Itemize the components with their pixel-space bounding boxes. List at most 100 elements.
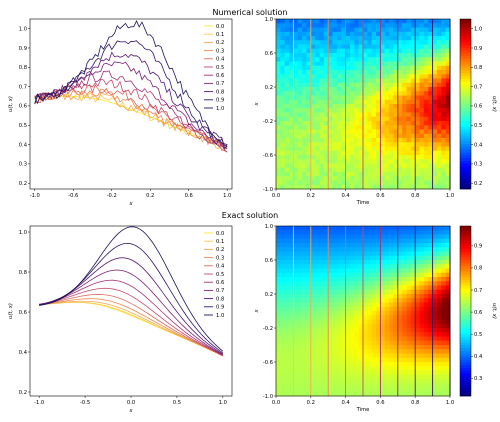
- y-tick-label: 0.8: [19, 65, 27, 71]
- colorbar-segment: [460, 140, 471, 144]
- heat-cell: [354, 383, 359, 388]
- heat-cell: [406, 31, 412, 37]
- colorbar-segment: [460, 64, 471, 68]
- heat-cell: [328, 112, 333, 118]
- heat-cell: [323, 328, 329, 333]
- heat-cell: [428, 374, 433, 380]
- heat-cell: [306, 31, 312, 37]
- heat-cell: [310, 61, 316, 67]
- heat-cell: [310, 306, 316, 312]
- heat-cell: [323, 302, 329, 308]
- heat-cell: [345, 383, 351, 388]
- heat-cell: [332, 230, 338, 235]
- heat-cell: [315, 167, 320, 173]
- heat-cell: [315, 116, 320, 122]
- heat-cell: [310, 387, 316, 393]
- heat-cell: [402, 264, 407, 269]
- series-line-0.9: [34, 40, 228, 149]
- heat-cell: [410, 57, 416, 62]
- heat-cell: [445, 349, 451, 354]
- colorbar-segment: [460, 279, 471, 283]
- heat-cell: [402, 167, 407, 173]
- heat-cell: [284, 238, 290, 244]
- heat-cell: [319, 357, 325, 363]
- heat-cell: [415, 323, 420, 329]
- heat-cell: [419, 366, 425, 371]
- heat-cell: [315, 184, 320, 190]
- heat-cell: [402, 255, 407, 261]
- heat-cell: [384, 264, 390, 269]
- heat-cell: [441, 176, 446, 181]
- heat-cell: [415, 48, 420, 54]
- heat-cell: [358, 129, 364, 135]
- heat-cell: [306, 159, 312, 164]
- heat-cell: [441, 336, 446, 342]
- heat-cell: [393, 238, 399, 244]
- heat-cell: [419, 281, 425, 286]
- heat-cell: [341, 112, 346, 118]
- heat-cell: [336, 125, 342, 130]
- heat-cell: [410, 53, 416, 58]
- heat-cell: [315, 142, 320, 147]
- heat-cell: [297, 332, 303, 337]
- heat-cell: [415, 298, 420, 303]
- heat-cell: [376, 23, 381, 28]
- heat-cell: [280, 379, 285, 384]
- heat-cell: [332, 285, 338, 291]
- heat-cell: [441, 99, 446, 105]
- heat-cell: [410, 70, 416, 75]
- heat-cell: [445, 226, 451, 231]
- heat-cell: [436, 155, 442, 160]
- heat-cell: [336, 87, 342, 92]
- heat-cell: [402, 243, 407, 248]
- heat-cell: [280, 306, 285, 312]
- heat-cell: [432, 315, 438, 320]
- heat-cell: [280, 167, 285, 173]
- colorbar-segment: [460, 285, 471, 289]
- heat-cell: [376, 91, 381, 96]
- heat-cell: [371, 391, 377, 397]
- heat-cell: [332, 65, 338, 71]
- heat-cell: [371, 306, 377, 312]
- heat-cell: [319, 311, 325, 316]
- heat-cell: [293, 91, 299, 96]
- heat-cell: [406, 362, 412, 367]
- heat-cell: [389, 251, 394, 257]
- heat-cell: [432, 78, 438, 84]
- heat-cell: [323, 345, 329, 350]
- colorbar-segment: [460, 106, 471, 110]
- heat-cell: [306, 44, 312, 50]
- heat-cell: [445, 336, 451, 342]
- heat-cell: [441, 311, 446, 316]
- heat-cell: [423, 87, 429, 92]
- heat-cell: [306, 294, 312, 299]
- heat-cell: [363, 27, 368, 33]
- heat-cell: [419, 289, 425, 295]
- heat-cell: [380, 319, 386, 325]
- heat-cell: [293, 247, 299, 252]
- heat-cell: [441, 268, 446, 274]
- heat-cell: [319, 362, 325, 367]
- heat-cell: [297, 36, 303, 41]
- heat-cell: [402, 272, 407, 278]
- heat-cell: [349, 23, 355, 28]
- heat-cell: [323, 362, 329, 367]
- heat-cell: [276, 277, 281, 282]
- heat-cell: [354, 40, 359, 45]
- heat-cell: [289, 353, 294, 359]
- heat-cell: [315, 133, 320, 139]
- heat-cell: [384, 366, 390, 371]
- heat-cell: [423, 277, 429, 282]
- heat-cell: [306, 340, 312, 346]
- colorbar-segment: [460, 226, 471, 230]
- heat-cell: [432, 108, 438, 113]
- heat-cell: [371, 36, 377, 41]
- heat-cell: [336, 116, 342, 122]
- heat-cell: [310, 112, 316, 118]
- colorbar-tick-label: 0.2: [474, 181, 482, 187]
- heat-cell: [323, 315, 329, 320]
- heat-cell: [380, 268, 386, 274]
- heat-cell: [302, 272, 307, 278]
- heat-cell: [323, 255, 329, 261]
- heat-cell: [306, 332, 312, 337]
